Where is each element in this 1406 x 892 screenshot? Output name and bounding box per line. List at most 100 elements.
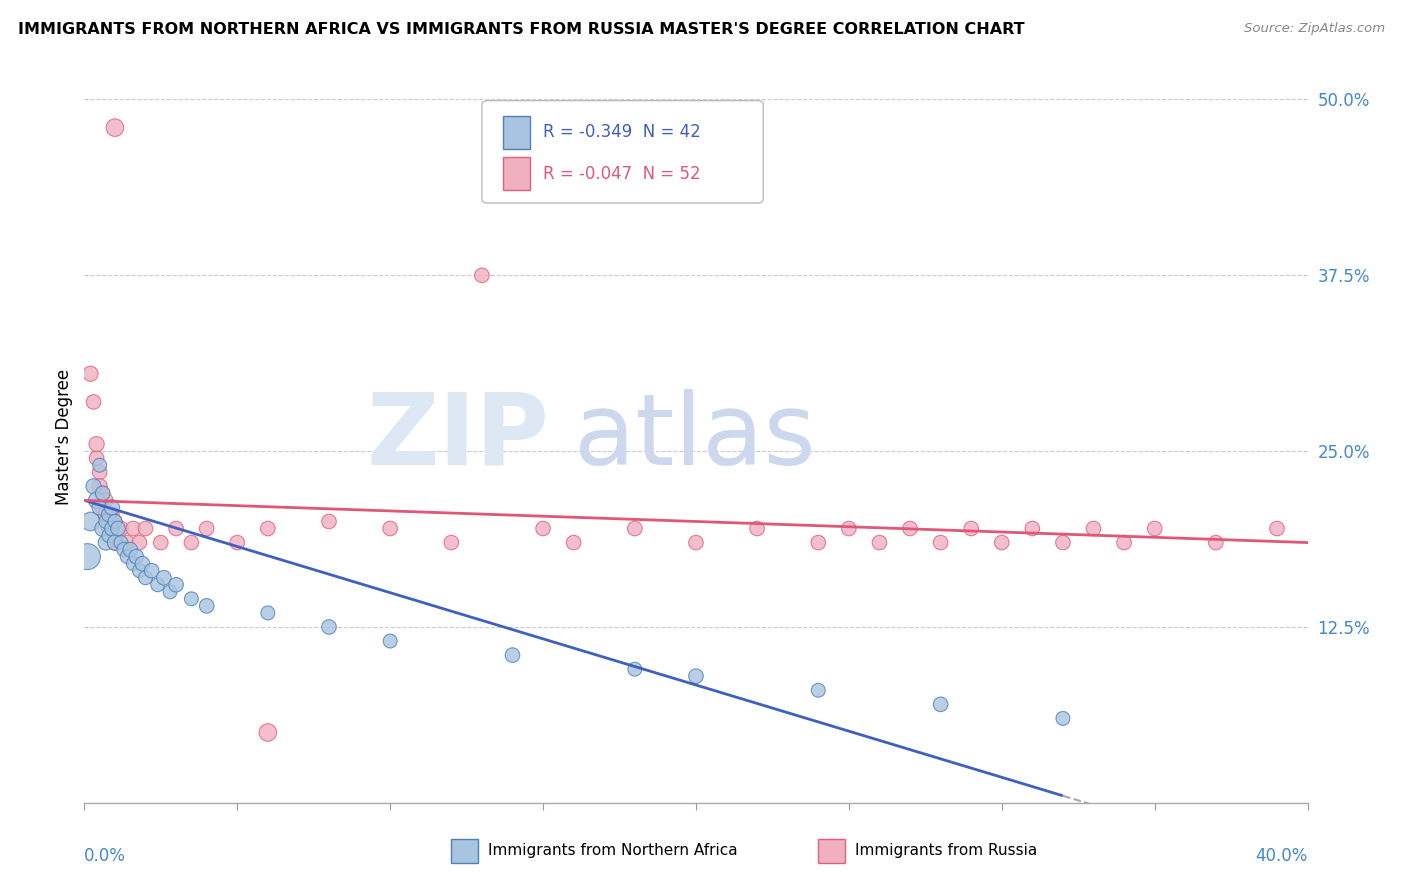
- Point: [91, 486, 114, 500]
- Point: [380, 634, 402, 648]
- Point: [97, 515, 120, 529]
- Point: [502, 648, 524, 662]
- Point: [807, 535, 830, 549]
- Point: [1205, 535, 1227, 549]
- Point: [104, 535, 127, 549]
- Bar: [451, 839, 478, 863]
- Point: [318, 620, 340, 634]
- Point: [257, 725, 280, 739]
- Point: [531, 521, 554, 535]
- Point: [165, 578, 187, 592]
- Y-axis label: Master's Degree: Master's Degree: [55, 369, 73, 505]
- Bar: [818, 839, 845, 863]
- Point: [960, 521, 983, 535]
- Point: [104, 120, 127, 135]
- Point: [91, 521, 114, 535]
- Point: [122, 521, 145, 535]
- Point: [869, 535, 891, 549]
- Point: [125, 549, 148, 564]
- Point: [685, 669, 707, 683]
- Text: ZIP: ZIP: [367, 389, 550, 485]
- Point: [180, 591, 202, 606]
- Bar: [503, 116, 530, 149]
- Point: [562, 535, 585, 549]
- Point: [83, 479, 105, 493]
- Point: [471, 268, 494, 283]
- Point: [94, 508, 117, 522]
- Point: [115, 535, 138, 549]
- Point: [94, 493, 117, 508]
- Point: [104, 515, 127, 529]
- Point: [89, 458, 111, 473]
- Point: [257, 521, 280, 535]
- FancyBboxPatch shape: [482, 101, 763, 203]
- Point: [86, 437, 108, 451]
- Point: [1052, 711, 1074, 725]
- Point: [97, 528, 120, 542]
- Point: [1265, 521, 1288, 535]
- Point: [120, 542, 142, 557]
- Point: [86, 493, 108, 508]
- Point: [94, 515, 117, 529]
- Point: [104, 515, 127, 529]
- Point: [89, 479, 111, 493]
- Point: [97, 508, 120, 522]
- Point: [97, 521, 120, 535]
- Point: [195, 521, 218, 535]
- Point: [1021, 521, 1043, 535]
- Point: [79, 515, 101, 529]
- Point: [89, 500, 111, 515]
- Point: [929, 535, 952, 549]
- Point: [101, 508, 124, 522]
- Point: [153, 571, 176, 585]
- Point: [257, 606, 280, 620]
- Point: [318, 515, 340, 529]
- Point: [165, 521, 187, 535]
- Point: [146, 578, 169, 592]
- Text: Source: ZipAtlas.com: Source: ZipAtlas.com: [1244, 22, 1385, 36]
- Point: [135, 571, 157, 585]
- Point: [86, 451, 108, 466]
- Point: [83, 395, 105, 409]
- Point: [1083, 521, 1105, 535]
- Point: [624, 662, 647, 676]
- Text: R = -0.349  N = 42: R = -0.349 N = 42: [543, 123, 700, 141]
- Point: [1052, 535, 1074, 549]
- Point: [929, 698, 952, 712]
- Point: [898, 521, 921, 535]
- Point: [685, 535, 707, 549]
- Point: [1114, 535, 1136, 549]
- Point: [141, 564, 163, 578]
- Point: [122, 557, 145, 571]
- Point: [440, 535, 463, 549]
- Point: [838, 521, 860, 535]
- Point: [79, 367, 101, 381]
- Point: [94, 535, 117, 549]
- Point: [149, 535, 172, 549]
- Point: [135, 521, 157, 535]
- Point: [180, 535, 202, 549]
- Point: [110, 535, 132, 549]
- Point: [1143, 521, 1166, 535]
- Point: [91, 486, 114, 500]
- Point: [131, 557, 153, 571]
- Bar: [503, 157, 530, 190]
- Point: [195, 599, 218, 613]
- Text: Immigrants from Russia: Immigrants from Russia: [855, 843, 1038, 858]
- Point: [89, 465, 111, 479]
- Point: [110, 521, 132, 535]
- Point: [747, 521, 769, 535]
- Point: [112, 542, 135, 557]
- Text: Immigrants from Northern Africa: Immigrants from Northern Africa: [488, 843, 738, 858]
- Point: [624, 521, 647, 535]
- Text: 40.0%: 40.0%: [1256, 847, 1308, 864]
- Point: [101, 521, 124, 535]
- Point: [807, 683, 830, 698]
- Point: [101, 521, 124, 535]
- Text: R = -0.047  N = 52: R = -0.047 N = 52: [543, 165, 700, 183]
- Text: 0.0%: 0.0%: [84, 847, 127, 864]
- Point: [991, 535, 1014, 549]
- Point: [115, 549, 138, 564]
- Point: [107, 521, 129, 535]
- Text: IMMIGRANTS FROM NORTHERN AFRICA VS IMMIGRANTS FROM RUSSIA MASTER'S DEGREE CORREL: IMMIGRANTS FROM NORTHERN AFRICA VS IMMIG…: [18, 22, 1025, 37]
